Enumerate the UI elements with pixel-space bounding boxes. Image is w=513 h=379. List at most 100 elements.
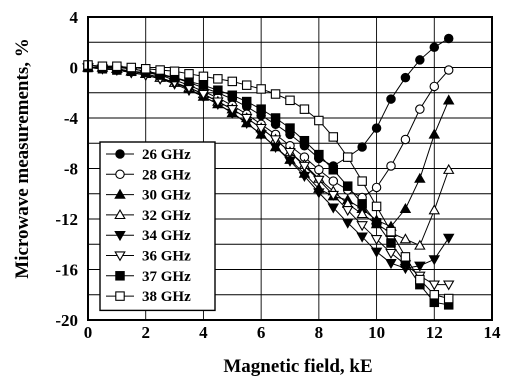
x-tick-label: 4 xyxy=(199,323,208,342)
data-point xyxy=(184,69,194,79)
x-axis-label: Magnetic field, kE xyxy=(223,356,372,377)
data-point xyxy=(442,94,455,105)
legend-label: 36 GHz xyxy=(142,249,191,265)
legend-label: 34 GHz xyxy=(142,228,191,244)
data-point xyxy=(429,289,440,300)
legend-marker xyxy=(115,169,125,180)
data-point xyxy=(314,149,324,160)
data-point xyxy=(327,190,340,201)
data-point xyxy=(414,239,426,250)
data-point xyxy=(386,238,396,248)
data-point xyxy=(341,218,354,229)
series-38-ghz xyxy=(83,60,454,304)
plot-frame xyxy=(87,16,493,321)
data-point xyxy=(386,94,396,104)
data-point xyxy=(198,80,209,90)
data-point xyxy=(328,176,339,186)
data-point xyxy=(342,181,353,191)
data-point xyxy=(169,66,180,77)
data-point xyxy=(284,147,296,158)
y-tick-label: -4 xyxy=(64,109,79,128)
data-point xyxy=(356,232,368,243)
x-tick-label: 2 xyxy=(141,323,150,342)
data-point xyxy=(313,188,325,199)
data-point xyxy=(370,235,383,246)
x-tick-label: 14 xyxy=(484,323,502,342)
data-point xyxy=(285,123,295,133)
data-point xyxy=(126,62,137,73)
data-point xyxy=(299,104,310,114)
data-point xyxy=(385,248,397,259)
data-point xyxy=(298,171,311,182)
data-point xyxy=(155,65,165,75)
y-tick-label: 4 xyxy=(70,8,79,27)
y-tick-label: -16 xyxy=(55,261,78,280)
data-point xyxy=(371,182,382,193)
y-tick-label: 0 xyxy=(70,59,79,78)
data-point xyxy=(256,84,266,94)
series-layer xyxy=(82,33,455,310)
data-point xyxy=(442,233,455,244)
data-point xyxy=(442,280,455,291)
data-point xyxy=(198,71,209,82)
legend-marker xyxy=(114,251,126,262)
data-point xyxy=(414,172,426,183)
data-point xyxy=(415,55,425,65)
data-point xyxy=(227,76,238,87)
legend-label: 32 GHz xyxy=(142,208,191,224)
data-point xyxy=(357,142,367,152)
data-point xyxy=(285,95,295,106)
data-point xyxy=(270,89,281,99)
data-point xyxy=(371,218,382,228)
data-point xyxy=(112,61,122,71)
data-point xyxy=(414,261,426,272)
data-point xyxy=(299,135,310,146)
data-point xyxy=(370,247,383,258)
data-point xyxy=(357,199,367,209)
data-point xyxy=(328,165,339,175)
data-point xyxy=(442,163,455,174)
data-point xyxy=(255,123,267,135)
data-point xyxy=(443,65,454,75)
data-point xyxy=(386,161,396,171)
data-point xyxy=(313,175,325,186)
data-point xyxy=(241,96,252,107)
data-point xyxy=(429,42,440,53)
data-point xyxy=(428,280,441,291)
data-point xyxy=(443,293,454,304)
tick-labels: 0 2 4 6 8 10 12 14 4 0 -4 -8 -12 -16 -20 xyxy=(55,8,501,342)
data-point xyxy=(428,128,441,139)
data-point xyxy=(342,152,353,162)
data-point xyxy=(400,72,411,83)
legend-marker xyxy=(114,231,126,242)
data-point xyxy=(213,74,223,84)
data-point xyxy=(298,161,311,172)
data-point xyxy=(371,123,382,133)
data-point xyxy=(227,90,238,101)
x-tick-label: 8 xyxy=(315,323,324,342)
data-point xyxy=(97,61,108,71)
data-point xyxy=(314,115,324,126)
legend-marker xyxy=(115,149,125,159)
y-tick-label: -20 xyxy=(55,311,78,330)
legend: 26 GHz 28 GHz 30 GHz 32 GHz 34 GHz 36 GHz 37 G… xyxy=(99,141,216,312)
data-point xyxy=(443,33,454,44)
data-point xyxy=(241,80,252,90)
data-point xyxy=(269,135,282,146)
data-point xyxy=(328,132,339,142)
legend-marker xyxy=(114,208,126,220)
data-point xyxy=(327,203,340,214)
data-point xyxy=(240,113,253,124)
data-point xyxy=(341,206,354,217)
data-point xyxy=(270,113,281,123)
data-point xyxy=(197,89,210,100)
data-point xyxy=(428,255,441,266)
data-point xyxy=(415,104,425,114)
x-tick-label: 10 xyxy=(368,323,385,342)
data-point xyxy=(429,81,440,92)
data-point xyxy=(357,176,367,186)
data-point xyxy=(212,97,224,108)
data-point xyxy=(213,85,223,95)
legend-marker xyxy=(115,271,125,281)
